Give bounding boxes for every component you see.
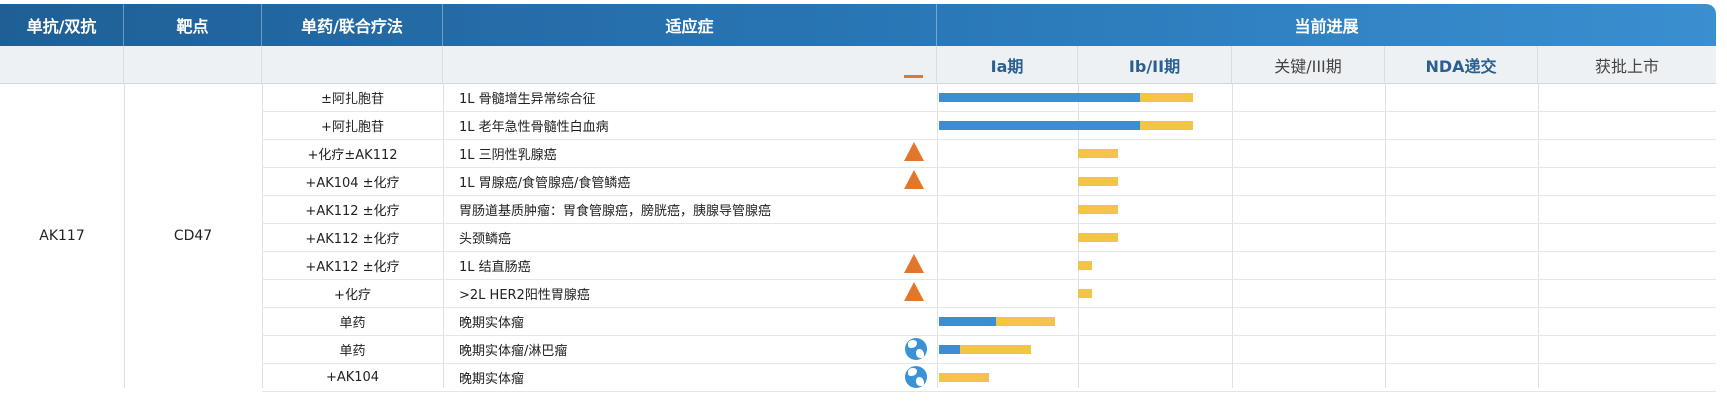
indication-cell: 晚期实体瘤 [459,315,525,331]
phase-approved: 获批上市 [1594,56,1659,76]
column-divider [443,83,444,388]
triangle-icon [904,254,924,273]
drug-name: AK117 [39,227,85,244]
therapy-cell: +化疗 [334,287,371,303]
header-therapy: 单药/联合疗法 [262,4,443,46]
progress-bar-completed [939,317,997,326]
phase-nda: NDA递交 [1385,46,1538,83]
phase-divider [1385,83,1386,388]
phase-divider [1232,83,1233,388]
header-antibody: 单抗/双抗 [0,4,124,46]
progress-bar-ongoing [1078,149,1119,158]
phase-pivotal-iii: 关键/III期 [1232,46,1385,83]
indication-cell: 晚期实体瘤/淋巴瘤 [459,343,568,359]
therapy-cell: +AK112 ±化疗 [305,231,400,247]
progress-bar-ongoing [1078,261,1092,270]
phase-divider [937,83,938,388]
therapy-cell: ±阿扎胞苷 [321,91,384,107]
header-target: 靶点 [124,4,262,46]
row-divider [262,391,1716,392]
table-header-band [0,4,1716,46]
indication-cell: 1L 老年急性骨髓性白血病 [459,119,609,135]
globe-icon [905,366,927,388]
row-divider [262,251,1716,252]
progress-bar-ongoing [1078,233,1119,242]
row-divider [262,363,1716,364]
subheader-blank-2 [124,46,262,83]
indication-cell: 晚期实体瘤 [459,371,525,387]
progress-bar-ongoing [996,317,1056,326]
triangle-icon [904,282,924,301]
row-divider [262,335,1716,336]
phase-header-band [0,46,1716,84]
subheader-blank-4 [443,46,937,83]
indication-cell: 1L 三阴性乳腺癌 [459,147,557,163]
therapy-cell: +AK112 ±化疗 [305,259,400,275]
column-divider [124,83,125,388]
subheader-blank-1 [0,46,124,83]
indication-cell: 1L 结直肠癌 [459,259,531,275]
progress-bar-ongoing [1078,289,1092,298]
globe-icon [905,338,927,360]
subheader-blank-3 [262,46,443,83]
therapy-cell: +AK112 ±化疗 [305,203,400,219]
row-divider [262,223,1716,224]
therapy-cell: +化疗±AK112 [307,147,398,163]
target-name: CD47 [173,227,213,244]
progress-bar-completed [939,93,1140,102]
progress-bar-completed [939,121,1140,130]
progress-bar-ongoing [1078,205,1119,214]
indication-cell: 1L 胃腺癌/食管腺癌/食管鳞癌 [459,175,631,191]
therapy-cell: +AK104 ±化疗 [305,175,400,191]
marker-fragment [904,75,923,78]
header-progress: 当前进展 [1294,17,1359,36]
header-indication: 适应症 [443,4,937,46]
progress-bar-completed [939,345,960,354]
therapy-cell: 单药 [339,315,366,331]
phase-ia: Ia期 [937,46,1078,83]
indication-cell: >2L HER2阳性胃腺癌 [459,287,590,303]
progress-bar-ongoing [939,373,990,382]
indication-cell: 胃肠道基质肿瘤：胃食管腺癌，膀胱癌，胰腺导管腺癌 [459,203,772,219]
column-divider [262,83,263,388]
progress-bar-ongoing [959,345,1032,354]
indication-cell: 头颈鳞癌 [459,231,512,247]
triangle-icon [904,142,924,161]
phase-ib-ii: Ib/II期 [1078,46,1232,83]
therapy-cell: 单药 [339,343,366,359]
row-divider [262,195,1716,196]
row-divider [262,167,1716,168]
therapy-cell: +阿扎胞苷 [321,119,384,135]
progress-bar-ongoing [1139,93,1194,102]
row-divider [262,279,1716,280]
phase-divider [1538,83,1539,388]
progress-bar-ongoing [1139,121,1194,130]
indication-cell: 1L 骨髓增生异常综合征 [459,91,596,107]
row-divider [262,139,1716,140]
therapy-cell: +AK104 [325,369,380,385]
progress-bar-ongoing [1078,177,1119,186]
row-divider [262,111,1716,112]
triangle-icon [904,170,924,189]
row-divider [262,307,1716,308]
